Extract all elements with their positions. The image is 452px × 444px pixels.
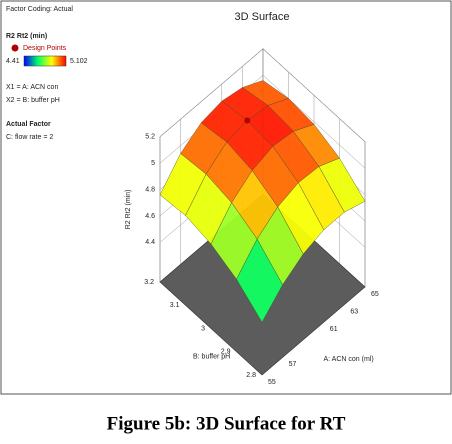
b-tick-label: 3.2 xyxy=(144,279,154,286)
z-tick-label: 4.6 xyxy=(145,213,155,220)
actual-factor-title: Actual Factor xyxy=(6,121,51,128)
a-axis-label: A: ACN con (ml) xyxy=(324,356,374,363)
color-bar xyxy=(23,55,67,67)
caption: Figure 5b: 3D Surface for RT xyxy=(107,413,346,434)
a-tick-label: 57 xyxy=(289,361,297,368)
a-tick-label: 63 xyxy=(350,308,358,315)
b-tick-label: 3.1 xyxy=(170,302,180,309)
x1-label: X1 = A: ACN con xyxy=(6,84,58,91)
z-tick-label: 4.4 xyxy=(145,239,155,246)
chart-title: 3D Surface xyxy=(234,11,289,23)
b-tick-label: 2.8 xyxy=(246,372,256,379)
z-tick-label: 5 xyxy=(151,160,155,167)
a-tick-label: 61 xyxy=(330,326,338,333)
design-point xyxy=(244,117,251,124)
z-axis-label: R2 Rt2 (min) xyxy=(125,190,132,230)
surface-cell xyxy=(236,238,283,323)
b-axis-label: B: buffer pH xyxy=(193,353,230,360)
color-max: 5.102 xyxy=(70,58,88,65)
b-tick-label: 3 xyxy=(201,325,205,332)
legend-marker xyxy=(11,44,19,52)
a-tick-label: 65 xyxy=(371,291,379,298)
actual-factor: C: flow rate = 2 xyxy=(6,134,53,141)
factor-coding: Factor Coding: Actual xyxy=(6,6,73,13)
legend-label: Design Points xyxy=(23,45,67,52)
x2-label: X2 = B: buffer pH xyxy=(6,97,60,104)
a-tick-label: 55 xyxy=(268,379,276,386)
z-tick-label: 5.2 xyxy=(145,134,155,141)
legend-title: R2 Rt2 (min) xyxy=(6,33,47,40)
z-tick-label: 4.8 xyxy=(145,186,155,193)
b-tick-label: 2.9 xyxy=(221,349,231,356)
color-min: 4.41 xyxy=(6,58,20,65)
